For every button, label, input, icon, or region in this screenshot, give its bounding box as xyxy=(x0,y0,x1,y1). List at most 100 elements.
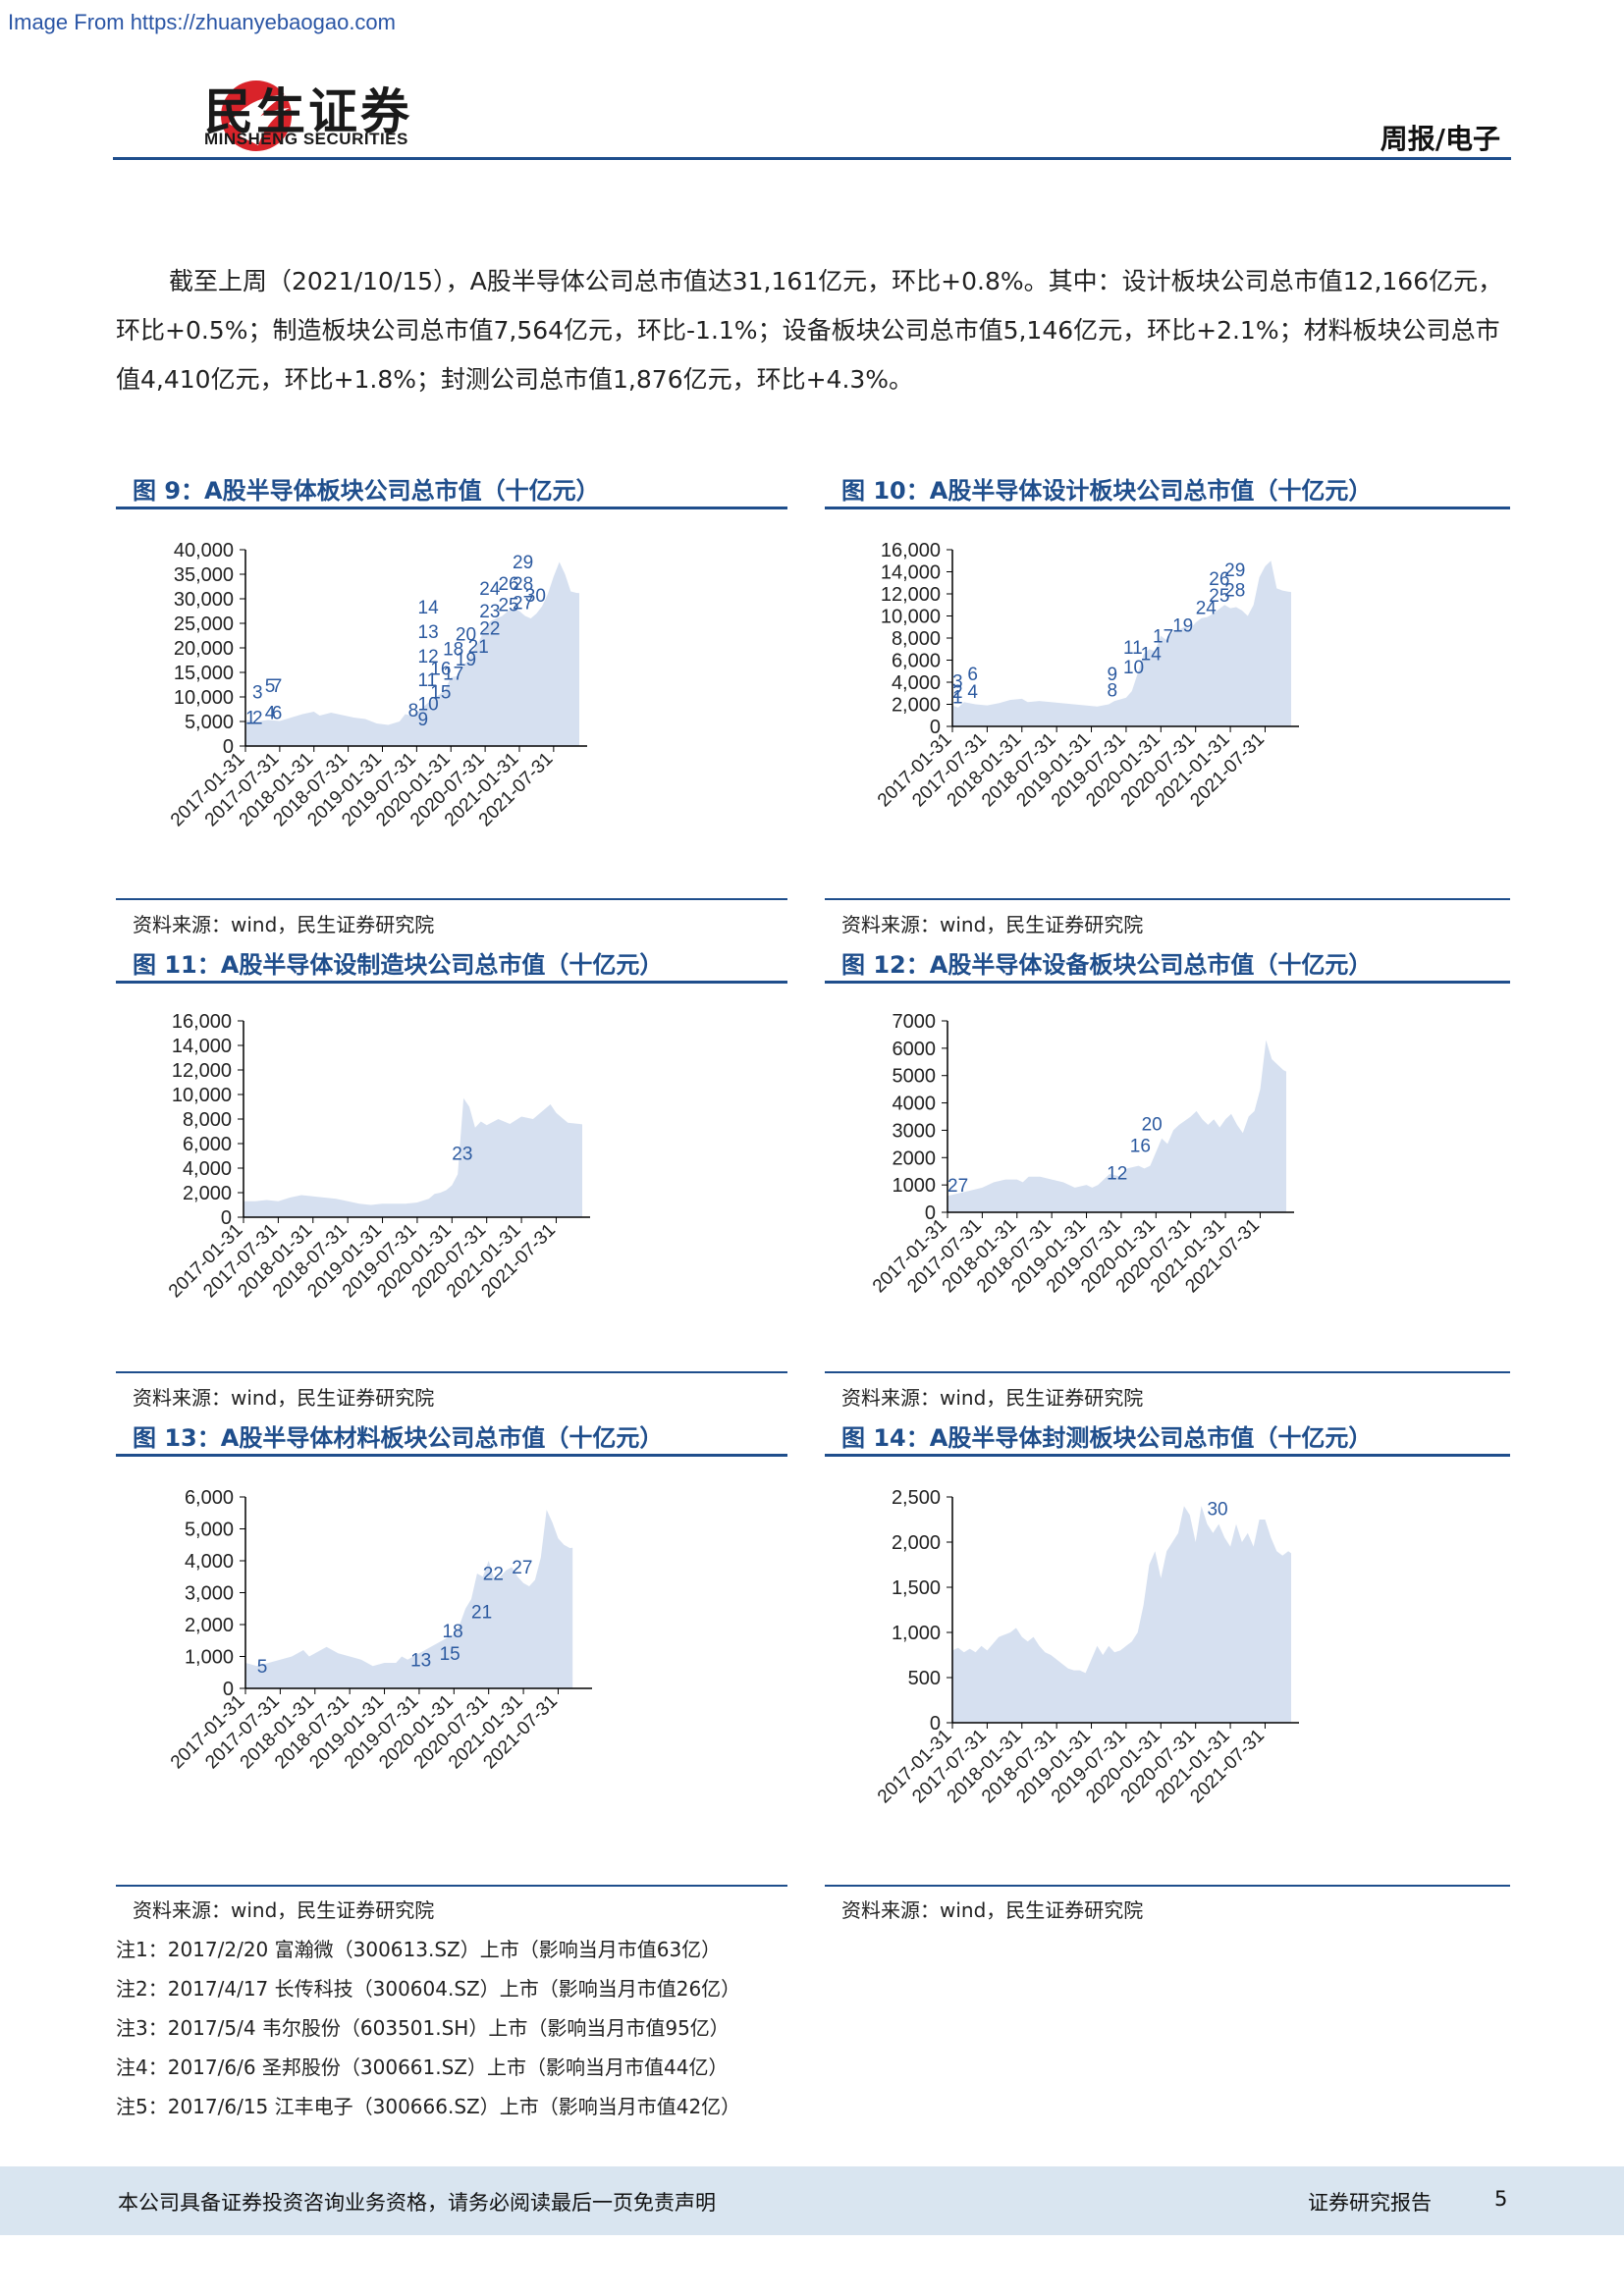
y-tick-label: 7000 xyxy=(893,1011,937,1033)
y-tick-label: 2,000 xyxy=(183,1183,232,1204)
annotation-label: 19 xyxy=(1172,615,1193,636)
note-2: 注2：2017/4/17 长传科技（300604.SZ）上市（影响当月市值26亿… xyxy=(116,1977,741,2001)
chart-figure-14: 05001,0001,5002,0002,5002017-01-312017-0… xyxy=(874,1487,1299,1807)
figure-12-title: 图 12：A股半导体设备板块公司总市值（十亿元） xyxy=(841,951,1373,979)
annotation-label: 29 xyxy=(1224,561,1245,581)
y-tick-label: 1000 xyxy=(893,1175,937,1197)
annotation-label: 12 xyxy=(418,647,439,667)
annotation-label: 10 xyxy=(418,695,439,716)
annotation-label: 6 xyxy=(272,704,283,724)
annotation-label: 5 xyxy=(257,1657,268,1678)
figure-9-title-rule xyxy=(116,507,787,509)
y-tick-label: 8,000 xyxy=(183,1109,232,1131)
figure-10-source: 资料来源：wind，民生证券研究院 xyxy=(841,913,1144,936)
y-tick-label: 14,000 xyxy=(172,1036,232,1057)
annotation-label: 8 xyxy=(1107,681,1117,702)
y-tick-label: 35,000 xyxy=(174,564,234,586)
chart-figure-11: 0 2,000 4,000 6,000 8,000 10,000 12,000 14,000 1… xyxy=(165,1011,590,1302)
intro-paragraph: 截至上周（2021/10/15），A股半导体公司总市值达31,161亿元，环比+… xyxy=(116,257,1510,404)
y-tick-label: 20,000 xyxy=(174,638,234,660)
brand-name-en: MINSHENG SECURITIES xyxy=(204,130,408,148)
area-series xyxy=(952,1506,1291,1723)
annotation-label: 23 xyxy=(452,1144,472,1164)
annotation-label: 19 xyxy=(456,650,476,670)
y-tick-label: 0 xyxy=(930,717,941,738)
y-tick-label: 5,000 xyxy=(185,1520,234,1541)
footer-band xyxy=(0,2166,1624,2235)
y-tick-label: 2,500 xyxy=(892,1487,941,1509)
annotation-label: 1 xyxy=(952,687,963,708)
annotation-label: 27 xyxy=(513,594,533,614)
note-4: 注4：2017/6/6 圣邦股份（300661.SZ）上市（影响当月市值44亿） xyxy=(116,2056,729,2079)
annotation-label: 20 xyxy=(456,625,476,646)
y-tick-label: 1,000 xyxy=(892,1623,941,1644)
header-divider xyxy=(113,157,1511,160)
y-tick-label: 5000 xyxy=(893,1066,937,1088)
annotation-label: 26 xyxy=(1209,569,1229,590)
annotation-label: 28 xyxy=(1224,580,1245,601)
y-tick-label: 4,000 xyxy=(183,1158,232,1180)
footer-disclaimer: 本公司具备证券投资咨询业务资格，请务必阅读最后一页免责声明 xyxy=(118,2191,716,2215)
y-tick-label: 500 xyxy=(908,1668,941,1689)
chart-figure-9: 0 5,000 10,000 15,000 20,000 25,000 30,000 35,0… xyxy=(167,540,587,830)
y-tick-label: 6000 xyxy=(893,1039,937,1060)
y-tick-label: 30,000 xyxy=(174,589,234,611)
area-series xyxy=(947,1040,1286,1212)
y-tick-label: 10,000 xyxy=(174,687,234,709)
note-3: 注3：2017/5/4 韦尔股份（603501.SH）上市（影响当月市值95亿） xyxy=(116,2016,730,2040)
annotation-label: 2 xyxy=(252,709,263,729)
area-series xyxy=(244,1097,582,1217)
figure-13-title: 图 13：A股半导体材料板块公司总市值（十亿元） xyxy=(133,1424,664,1452)
figure-10-title-rule xyxy=(825,507,1510,509)
annotation-label: 13 xyxy=(418,622,439,643)
figure-12-source: 资料来源：wind，民生证券研究院 xyxy=(841,1386,1144,1410)
annotation-label: 16 xyxy=(430,660,451,680)
area-series xyxy=(245,1510,573,1688)
note-5: 注5：2017/6/15 江丰电子（300666.SZ）上市（影响当月市值42亿… xyxy=(116,2095,741,2118)
annotation-label: 2 xyxy=(952,682,963,703)
figure-12-source-rule xyxy=(825,1371,1510,1373)
y-tick-label: 0 xyxy=(221,1207,232,1229)
annotation-label: 1 xyxy=(245,709,256,729)
minsheng-logo-icon xyxy=(221,80,292,151)
annotation-label: 17 xyxy=(1153,627,1173,648)
annotation-label: 26 xyxy=(498,574,518,595)
footer-report-type: 证券研究报告 xyxy=(1308,2191,1432,2215)
y-tick-label: 25,000 xyxy=(174,614,234,635)
annotation-label: 27 xyxy=(512,1558,532,1578)
y-tick-label: 0 xyxy=(925,1202,936,1224)
annotation-label: 27 xyxy=(947,1176,968,1197)
annotation-label: 18 xyxy=(443,640,463,661)
annotation-label: 24 xyxy=(479,579,501,600)
y-tick-label: 4,000 xyxy=(892,672,941,694)
y-tick-label: 16,000 xyxy=(172,1011,232,1033)
annotation-label: 6 xyxy=(967,665,978,685)
figure-13-source-rule xyxy=(116,1885,787,1887)
y-tick-label: 4,000 xyxy=(185,1551,234,1573)
annotation-label: 30 xyxy=(525,586,546,607)
figure-14-source: 资料来源：wind，民生证券研究院 xyxy=(841,1898,1144,1922)
figure-14-title: 图 14：A股半导体封测板块公司总市值（十亿元） xyxy=(841,1424,1373,1452)
annotation-label: 5 xyxy=(265,676,276,697)
annotation-label: 15 xyxy=(430,683,451,704)
annotation-label: 15 xyxy=(440,1644,460,1665)
y-tick-label: 3,000 xyxy=(185,1583,234,1605)
annotation-label: 13 xyxy=(410,1650,431,1671)
annotation-label: 7 xyxy=(272,676,283,697)
y-tick-label: 16,000 xyxy=(881,540,941,561)
y-tick-label: 2000 xyxy=(893,1148,937,1169)
annotation-label: 18 xyxy=(443,1622,463,1642)
y-tick-label: 0 xyxy=(930,1713,941,1735)
figure-11-source: 资料来源：wind，民生证券研究院 xyxy=(133,1386,435,1410)
annotation-label: 3 xyxy=(952,672,963,693)
annotation-label: 10 xyxy=(1123,658,1144,678)
annotation-label: 9 xyxy=(1107,665,1117,685)
figure-13-title-rule xyxy=(116,1454,787,1457)
y-tick-label: 15,000 xyxy=(174,663,234,684)
brand-name-cn: 民生证券 xyxy=(204,83,412,140)
y-tick-label: 14,000 xyxy=(881,562,941,584)
annotation-label: 9 xyxy=(418,710,429,730)
y-tick-label: 8,000 xyxy=(892,628,941,650)
annotation-label: 22 xyxy=(483,1565,504,1585)
section-label: 周报/电子 xyxy=(1380,123,1500,155)
